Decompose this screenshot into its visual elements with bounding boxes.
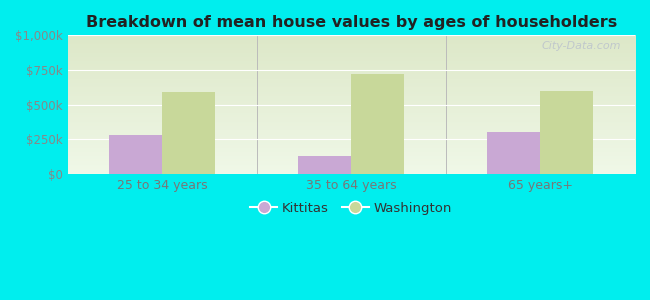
Legend: Kittitas, Washington: Kittitas, Washington bbox=[245, 196, 458, 220]
Bar bbox=[488, 132, 540, 174]
Bar bbox=[162, 92, 215, 174]
Bar bbox=[351, 74, 404, 174]
Title: Breakdown of mean house values by ages of householders: Breakdown of mean house values by ages o… bbox=[86, 15, 617, 30]
Bar bbox=[109, 135, 162, 174]
Bar bbox=[298, 156, 351, 174]
Text: City-Data.com: City-Data.com bbox=[541, 41, 621, 51]
Bar bbox=[540, 91, 593, 174]
